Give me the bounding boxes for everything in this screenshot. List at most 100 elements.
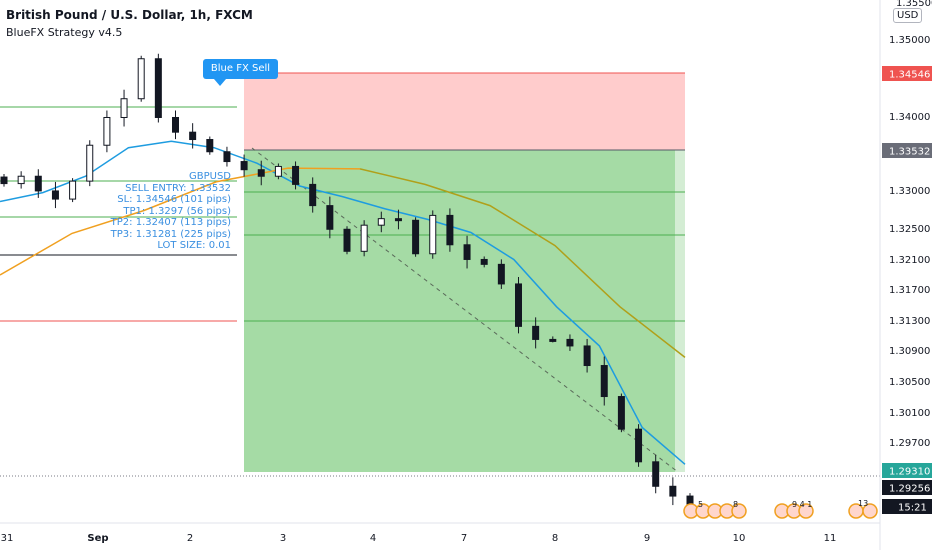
sell-signal-tag[interactable]: Blue FX Sell bbox=[203, 59, 278, 79]
event-count-4: 13 bbox=[858, 499, 868, 508]
event-flag-icon bbox=[798, 503, 814, 519]
economic-events[interactable]: 5 8 9 4 1 13 bbox=[683, 499, 878, 519]
y-tick-label: 1.30900 bbox=[889, 346, 930, 357]
candle-body[interactable] bbox=[360, 224, 368, 252]
candle-body[interactable] bbox=[326, 205, 334, 230]
currency-badge[interactable]: USD bbox=[893, 8, 923, 23]
y-axis[interactable]: 1.35000 1.34000 1.33000 1.32500 1.32100 1.317… bbox=[889, 0, 932, 449]
y-tick-label: 1.35000 bbox=[889, 35, 930, 46]
candle-body[interactable] bbox=[377, 218, 385, 226]
timer-label-bg bbox=[882, 499, 932, 514]
info-sl: SL: 1.34546 (101 pips) bbox=[117, 194, 231, 205]
event-count-2: 8 bbox=[733, 500, 738, 509]
candle-body[interactable] bbox=[274, 165, 282, 177]
candle-body[interactable] bbox=[51, 190, 59, 200]
entry-price-label: 1.33532 bbox=[889, 147, 930, 158]
close-price-label-bg bbox=[882, 480, 932, 495]
info-tp2: TP2: 1.32407 (113 pips) bbox=[110, 217, 231, 228]
candle-body[interactable] bbox=[412, 219, 420, 255]
price-labels: 1.34546 1.33532 1.29310 1.29256 15:21 bbox=[882, 66, 932, 514]
info-lot: LOT SIZE: 0.01 bbox=[157, 240, 231, 251]
candle-body[interactable] bbox=[635, 428, 643, 463]
candle-body[interactable] bbox=[429, 214, 437, 255]
candle-body[interactable] bbox=[463, 244, 471, 260]
entry-price-label-bg bbox=[882, 143, 932, 158]
x-tick-label: 31 bbox=[1, 533, 14, 544]
candle-body[interactable] bbox=[120, 98, 128, 118]
take-profit-zone[interactable] bbox=[244, 150, 675, 472]
candle-body[interactable] bbox=[69, 180, 77, 200]
take-profit-zone-extension bbox=[675, 150, 685, 472]
candle-body[interactable] bbox=[652, 461, 660, 487]
candle-body[interactable] bbox=[549, 338, 557, 342]
candle-body[interactable] bbox=[257, 169, 265, 177]
x-tick-label: 11 bbox=[824, 533, 837, 544]
y-tick-label-top: 1.35500 bbox=[896, 0, 932, 9]
candle-body[interactable] bbox=[86, 144, 94, 182]
ema-slow-line-late[interactable] bbox=[359, 168, 686, 358]
y-tick-label: 1.31300 bbox=[889, 316, 930, 327]
level-lines bbox=[0, 72, 880, 477]
event-flag-icon bbox=[862, 503, 878, 519]
ema-slow-line[interactable] bbox=[0, 167, 361, 276]
sl-price-label: 1.34546 bbox=[889, 70, 930, 81]
ema-fast-line[interactable] bbox=[0, 140, 686, 465]
candle-body[interactable] bbox=[34, 175, 42, 192]
candle-body[interactable] bbox=[0, 176, 8, 185]
candle-body[interactable] bbox=[223, 151, 231, 163]
y-tick-label: 1.29700 bbox=[889, 438, 930, 449]
x-tick-label: 2 bbox=[187, 533, 193, 544]
candle-body[interactable] bbox=[497, 263, 505, 285]
event-group-1[interactable]: 5 bbox=[683, 500, 723, 519]
candle-body[interactable] bbox=[532, 325, 540, 340]
y-tick-label: 1.30500 bbox=[889, 377, 930, 388]
timer-label: 15:21 bbox=[898, 503, 927, 514]
y-tick-label: 1.32500 bbox=[889, 224, 930, 235]
event-count-1: 5 bbox=[698, 500, 703, 509]
candle-body[interactable] bbox=[292, 165, 300, 185]
info-tp1: TP1: 1.3297 (56 pips) bbox=[123, 205, 231, 217]
x-tick-label: 4 bbox=[370, 533, 376, 544]
info-tp3: TP3: 1.31281 (225 pips) bbox=[110, 228, 231, 240]
candle-body[interactable] bbox=[446, 214, 454, 246]
candle-body[interactable] bbox=[240, 161, 248, 171]
candle-body[interactable] bbox=[669, 485, 677, 497]
candle-body[interactable] bbox=[617, 396, 625, 430]
event-group-3[interactable]: 9 4 1 bbox=[774, 500, 814, 519]
candle-body[interactable] bbox=[137, 58, 145, 100]
candle-body[interactable] bbox=[566, 338, 574, 347]
candle-body[interactable] bbox=[394, 218, 402, 222]
sell-signal-arrow-icon bbox=[214, 79, 226, 86]
sl-price-label-bg bbox=[882, 66, 932, 81]
candle-body[interactable] bbox=[103, 116, 111, 146]
trade-path-line bbox=[251, 147, 679, 473]
stop-loss-zone[interactable] bbox=[244, 73, 685, 150]
x-tick-label: 9 bbox=[644, 533, 650, 544]
last-price-label: 1.29310 bbox=[889, 467, 930, 478]
candle-body[interactable] bbox=[480, 258, 488, 265]
candle-body[interactable] bbox=[343, 228, 351, 252]
trade-info-block: GBPUSD SELL ENTRY: 1.33532 SL: 1.34546 (… bbox=[90, 171, 231, 252]
event-count-3: 9 4 1 bbox=[792, 500, 812, 509]
event-group-2[interactable]: 8 bbox=[719, 500, 747, 519]
candle-body[interactable] bbox=[154, 58, 162, 118]
x-axis[interactable]: 31 Sep 2 3 4 7 8 9 10 11 bbox=[1, 533, 837, 544]
candle-body[interactable] bbox=[583, 345, 591, 367]
event-group-4[interactable]: 13 bbox=[848, 499, 878, 519]
candle-body[interactable] bbox=[172, 116, 179, 133]
candle-body[interactable] bbox=[309, 183, 317, 207]
event-flag-icon bbox=[731, 503, 747, 519]
x-tick-label: 3 bbox=[280, 533, 286, 544]
y-tick-label: 1.34000 bbox=[889, 112, 930, 123]
candle-body[interactable] bbox=[515, 283, 522, 327]
x-tick-label: 10 bbox=[733, 533, 746, 544]
candle-body[interactable] bbox=[206, 139, 214, 153]
symbol-title[interactable]: British Pound / U.S. Dollar, 1h, FXCM bbox=[6, 8, 253, 22]
strategy-name[interactable]: BlueFX Strategy v4.5 bbox=[6, 26, 123, 39]
candle-body[interactable] bbox=[189, 131, 197, 141]
candle-body[interactable] bbox=[600, 365, 608, 398]
candle-body[interactable] bbox=[17, 175, 25, 185]
ema-lines bbox=[0, 140, 686, 465]
